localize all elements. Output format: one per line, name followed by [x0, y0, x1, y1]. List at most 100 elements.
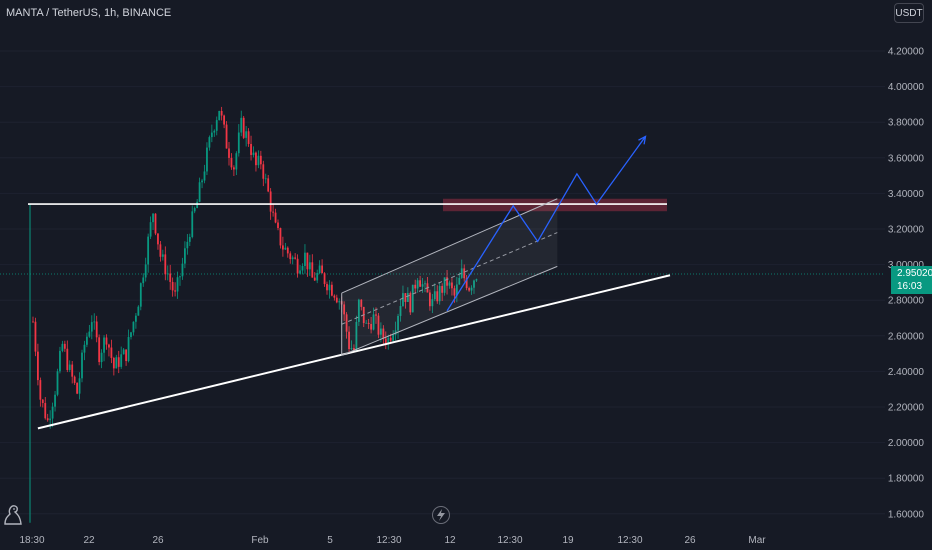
candle-body: [438, 286, 441, 302]
price-tick-label: 1.80000: [888, 474, 925, 485]
candle-body: [299, 270, 301, 274]
candle-body: [76, 382, 78, 394]
price-tick-label: 2.20000: [888, 403, 925, 414]
currency-button[interactable]: USDT: [894, 3, 924, 23]
candle-body: [377, 315, 380, 335]
candle-body: [242, 117, 245, 138]
candle-body: [370, 323, 372, 330]
candle-body: [318, 265, 321, 273]
price-tick-label: 3.20000: [888, 225, 925, 236]
candle-body: [132, 321, 135, 333]
candle-body: [380, 328, 382, 335]
candle-body: [218, 110, 221, 121]
candle-body: [191, 211, 194, 237]
candle-body: [350, 348, 353, 350]
candle-body: [210, 132, 213, 138]
candle-body: [159, 244, 162, 257]
time-tick-label: 22: [83, 535, 95, 546]
candle-body: [127, 337, 130, 362]
candle-body: [176, 277, 179, 292]
candle-body: [149, 222, 152, 237]
candle-body: [259, 155, 262, 165]
candle-body: [66, 348, 69, 370]
candle-body: [304, 252, 306, 266]
time-tick-label: 12:30: [376, 535, 401, 546]
candle-body: [328, 284, 331, 291]
candle-body: [108, 344, 110, 348]
candle-body: [387, 337, 390, 345]
candle-body: [208, 137, 211, 148]
time-tick-label: 19: [562, 535, 574, 546]
candle-body: [169, 273, 172, 282]
tradingview-logo-icon[interactable]: [2, 500, 24, 531]
last-price-label: 2.95020 16:03: [891, 266, 932, 294]
candle-body: [230, 157, 233, 168]
support-trendline: [37, 274, 671, 430]
lightning-icon[interactable]: [432, 506, 450, 524]
candle-body: [220, 110, 223, 116]
projection-arrowhead: [638, 135, 647, 145]
time-tick-label: 18:30: [19, 535, 44, 546]
candle-body: [137, 306, 140, 316]
bar-countdown: 16:03: [897, 281, 923, 292]
price-tick-label: 3.60000: [888, 153, 925, 164]
candle-body: [110, 347, 113, 358]
candle-body: [441, 286, 444, 293]
candle-body: [46, 418, 49, 421]
candle-body: [184, 248, 186, 264]
candle-body: [164, 254, 167, 275]
price-tick-label: 1.60000: [888, 509, 925, 520]
candle-body: [301, 265, 304, 271]
candle-body: [174, 290, 176, 292]
price-tick-label: 4.00000: [888, 82, 925, 93]
candle-body: [448, 282, 451, 286]
candle-body: [264, 178, 267, 180]
candle-body: [240, 117, 243, 133]
chart-drawings: [28, 135, 671, 430]
candle-body: [32, 321, 34, 323]
candle-body: [463, 268, 466, 279]
candle-body: [103, 337, 105, 353]
candle-body: [392, 334, 395, 341]
price-tick-label: 2.00000: [888, 438, 925, 449]
candle-body: [353, 348, 355, 351]
candle-body: [262, 164, 265, 179]
symbol-title[interactable]: MANTA / TetherUS, 1h, BINANCE: [6, 7, 172, 19]
candle-body: [470, 287, 473, 291]
candle-body: [186, 241, 189, 249]
candle-body: [443, 277, 446, 293]
candle-body: [274, 212, 277, 223]
candle-body: [433, 291, 436, 300]
price-tick-label: 3.00000: [888, 260, 925, 271]
candle-body: [343, 304, 346, 315]
candle-body: [394, 330, 397, 335]
candle-body: [59, 350, 61, 372]
candle-body: [63, 343, 66, 349]
candle-body: [98, 337, 101, 363]
candle-body: [421, 284, 424, 287]
candle-body: [44, 403, 47, 419]
candle-body: [49, 418, 52, 421]
time-tick-label: 26: [152, 535, 164, 546]
candle-body: [117, 357, 120, 367]
candle-body: [269, 191, 272, 212]
candle-body: [326, 283, 328, 291]
candle-body: [372, 314, 375, 330]
candle-body: [215, 120, 218, 131]
candle-body: [365, 322, 368, 324]
candle-body: [144, 264, 147, 278]
candle-body: [71, 364, 74, 377]
candle-body: [404, 293, 407, 302]
candle-body: [152, 213, 154, 223]
candle-body: [458, 277, 461, 285]
price-tick-label: 3.40000: [888, 189, 925, 200]
candle-body: [213, 130, 216, 133]
candle-body: [95, 321, 98, 338]
candle-body: [88, 331, 91, 337]
last-price-value: 2.95020: [897, 268, 932, 279]
candle-body: [61, 343, 64, 351]
candle-body: [193, 208, 196, 212]
candle-body: [399, 306, 402, 316]
candle-body: [306, 252, 309, 270]
